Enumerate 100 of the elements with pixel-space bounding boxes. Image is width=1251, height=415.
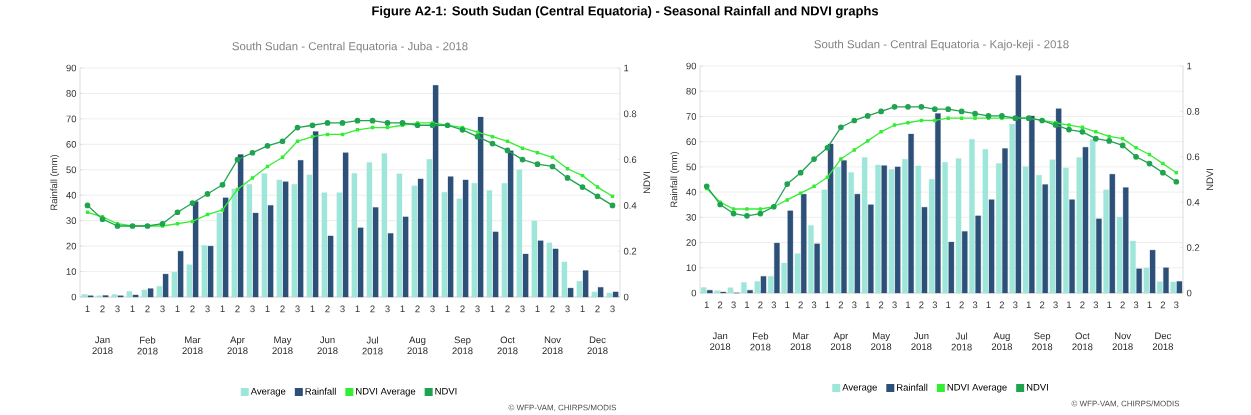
x-tick-label: 1 xyxy=(745,301,750,309)
y-tick-label: 60 xyxy=(66,140,77,148)
y-tick-label: 20 xyxy=(686,239,697,246)
y-tick-label: 40 xyxy=(686,188,697,196)
x-tick-label: 3 xyxy=(1133,301,1139,309)
x-tick-label: 2 xyxy=(505,305,510,313)
y-tick-label: 50 xyxy=(66,166,77,174)
x-tick-label: 3 xyxy=(731,301,736,309)
text: Jun 2018 xyxy=(317,336,338,355)
y-tick-label: 0 xyxy=(691,289,697,297)
y2-tick-label: 0.4 xyxy=(623,202,637,209)
x-tick-label: 3 xyxy=(811,301,817,309)
x-tick-label: 3 xyxy=(340,305,345,313)
x-tick-label: 2 xyxy=(1120,301,1125,309)
y-tick-label: 10 xyxy=(686,264,697,272)
x-tick-label: 3 xyxy=(1174,301,1179,309)
x-tick-label: 2 xyxy=(999,301,1005,309)
x-tick-label: 1 xyxy=(355,305,360,313)
x-tick-label: 3 xyxy=(250,305,255,313)
y-tick-label: 90 xyxy=(686,62,697,70)
x-tick-label: 3 xyxy=(932,301,938,309)
text: Jul 2018 xyxy=(362,336,383,355)
y2-tick-label: 0.8 xyxy=(623,110,637,118)
y-tick-label: 90 xyxy=(66,64,77,72)
text: May 2018 xyxy=(871,332,892,351)
x-tick-label: 1 xyxy=(1067,301,1072,309)
x-tick-label: 3 xyxy=(205,305,210,313)
y2-tick-label: 0.8 xyxy=(1186,108,1200,115)
x-tick-label: 3 xyxy=(115,305,120,313)
x-tick-label: 2 xyxy=(919,301,924,309)
y-tick-label: 30 xyxy=(686,213,697,221)
y-axis-title: Rainfall (mm) xyxy=(670,151,680,207)
x-tick-label: 1 xyxy=(130,305,135,313)
x-tick-label: 2 xyxy=(1080,301,1085,309)
text: Feb 2018 xyxy=(750,332,771,351)
y-tick-label: 40 xyxy=(66,191,77,199)
x-tick-label: 1 xyxy=(580,305,585,313)
x-tick-label: 2 xyxy=(415,305,420,313)
legend-label: NDVI Average xyxy=(947,383,1007,393)
x-tick-label: 1 xyxy=(946,301,951,309)
x-tick-label: 1 xyxy=(986,301,991,309)
x-tick-label: 1 xyxy=(220,305,225,313)
x-tick-label: 3 xyxy=(475,305,480,313)
x-tick-label: 3 xyxy=(385,305,390,313)
x-tick-label: 3 xyxy=(892,301,897,309)
x-tick-label: 3 xyxy=(1093,301,1099,309)
x-tick-label: 2 xyxy=(325,305,330,313)
text: Nov 2018 xyxy=(542,336,563,355)
x-tick-label: 3 xyxy=(520,305,525,313)
x-tick-label: 3 xyxy=(610,305,615,313)
legend-label: Average xyxy=(842,383,877,393)
x-tick-label: 2 xyxy=(1039,301,1045,309)
x-tick-label: 2 xyxy=(838,301,844,309)
y2-axis-title: NDVI xyxy=(1206,169,1214,191)
y2-tick-label: 0 xyxy=(1186,289,1192,297)
legend-label: NDVI xyxy=(1026,383,1048,391)
x-tick-label: 1 xyxy=(175,305,180,313)
text: Oct 2018 xyxy=(1072,332,1093,351)
text: Dec 2018 xyxy=(1152,332,1174,351)
x-tick-label: 1 xyxy=(1147,301,1152,309)
y2-tick-label: 0.2 xyxy=(623,247,637,255)
text: Aug 2018 xyxy=(407,336,428,355)
x-tick-label: 1 xyxy=(310,305,315,313)
y2-tick-label: 0.6 xyxy=(1186,153,1200,161)
chart-title: South Sudan - Central Equatoria - Juba - 2018 xyxy=(232,41,468,53)
x-tick-label: 2 xyxy=(550,305,555,313)
text: Feb 2018 xyxy=(137,336,158,355)
legend-label: NDVI Average xyxy=(356,387,416,397)
text: Nov 2018 xyxy=(1112,332,1133,351)
y2-tick-label: 0.4 xyxy=(1186,198,1200,206)
x-tick-label: 2 xyxy=(280,305,285,313)
x-tick-label: 1 xyxy=(535,305,540,313)
x-tick-label: 1 xyxy=(265,305,270,313)
text: Mar 2018 xyxy=(790,332,811,351)
y-tick-label: 80 xyxy=(66,90,77,97)
x-tick-label: 1 xyxy=(785,301,790,309)
y2-tick-label: 1 xyxy=(624,64,629,72)
x-tick-label: 2 xyxy=(959,301,964,309)
y2-tick-label: 1 xyxy=(1187,62,1192,70)
x-tick-label: 1 xyxy=(400,305,405,313)
x-tick-label: 2 xyxy=(190,305,195,313)
x-tick-label: 3 xyxy=(1013,301,1018,309)
text: Jan 2018 xyxy=(710,332,731,351)
x-tick-label: 1 xyxy=(865,301,870,309)
x-tick-label: 2 xyxy=(878,301,884,309)
x-tick-label: 3 xyxy=(852,301,857,309)
y-tick-label: 70 xyxy=(686,113,697,120)
y-tick-label: 0 xyxy=(71,293,77,301)
legend-label: Rainfall xyxy=(897,383,928,391)
text: Mar 2018 xyxy=(182,336,203,355)
text: Sep 2018 xyxy=(452,336,473,355)
x-tick-label: 2 xyxy=(798,301,803,309)
x-tick-label: 1 xyxy=(704,301,709,309)
x-tick-label: 3 xyxy=(1053,301,1058,309)
text: Apr 2018 xyxy=(227,336,248,355)
x-tick-label: 2 xyxy=(370,305,375,313)
x-tick-label: 2 xyxy=(100,305,105,313)
x-tick-label: 3 xyxy=(565,305,570,313)
y-tick-label: 80 xyxy=(686,87,697,95)
x-tick-label: 1 xyxy=(825,301,830,309)
